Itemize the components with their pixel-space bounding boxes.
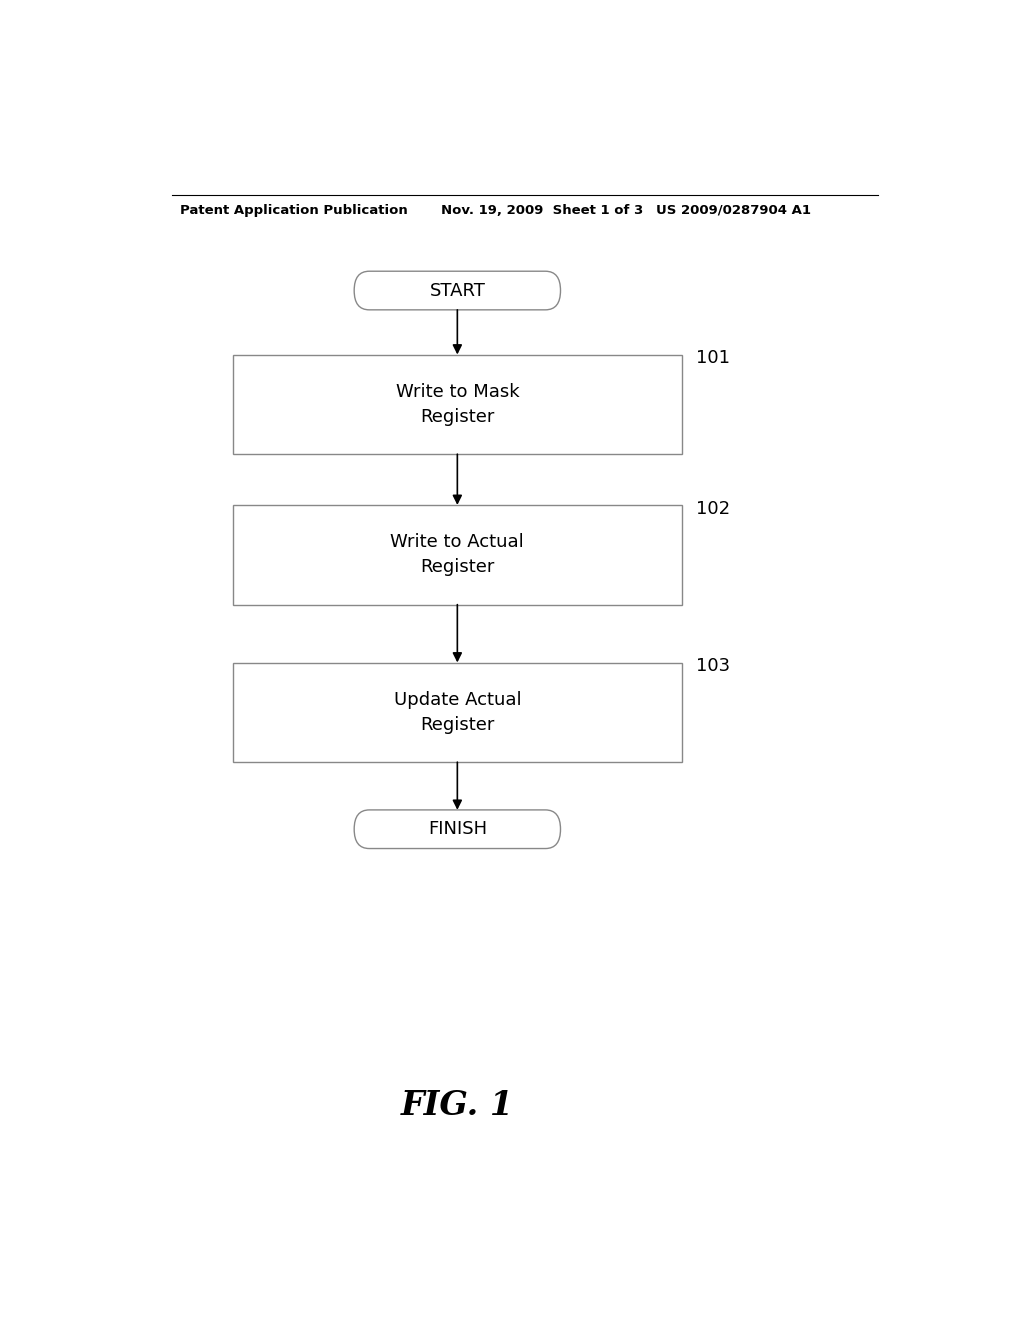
Text: Update Actual
Register: Update Actual Register: [393, 690, 521, 734]
Text: FIG. 1: FIG. 1: [400, 1089, 514, 1122]
Text: Write to Actual
Register: Write to Actual Register: [390, 533, 524, 577]
Bar: [233, 355, 682, 454]
Text: 102: 102: [696, 500, 730, 517]
Text: US 2009/0287904 A1: US 2009/0287904 A1: [655, 203, 811, 216]
Text: 103: 103: [696, 657, 730, 676]
Text: FINISH: FINISH: [428, 820, 486, 838]
Text: Patent Application Publication: Patent Application Publication: [179, 203, 408, 216]
Text: START: START: [429, 281, 485, 300]
FancyBboxPatch shape: [354, 810, 560, 849]
FancyBboxPatch shape: [354, 271, 560, 310]
Bar: [233, 506, 682, 605]
Text: Write to Mask
Register: Write to Mask Register: [395, 383, 519, 426]
Text: 101: 101: [696, 350, 730, 367]
Text: Nov. 19, 2009  Sheet 1 of 3: Nov. 19, 2009 Sheet 1 of 3: [441, 203, 644, 216]
Bar: [233, 663, 682, 762]
